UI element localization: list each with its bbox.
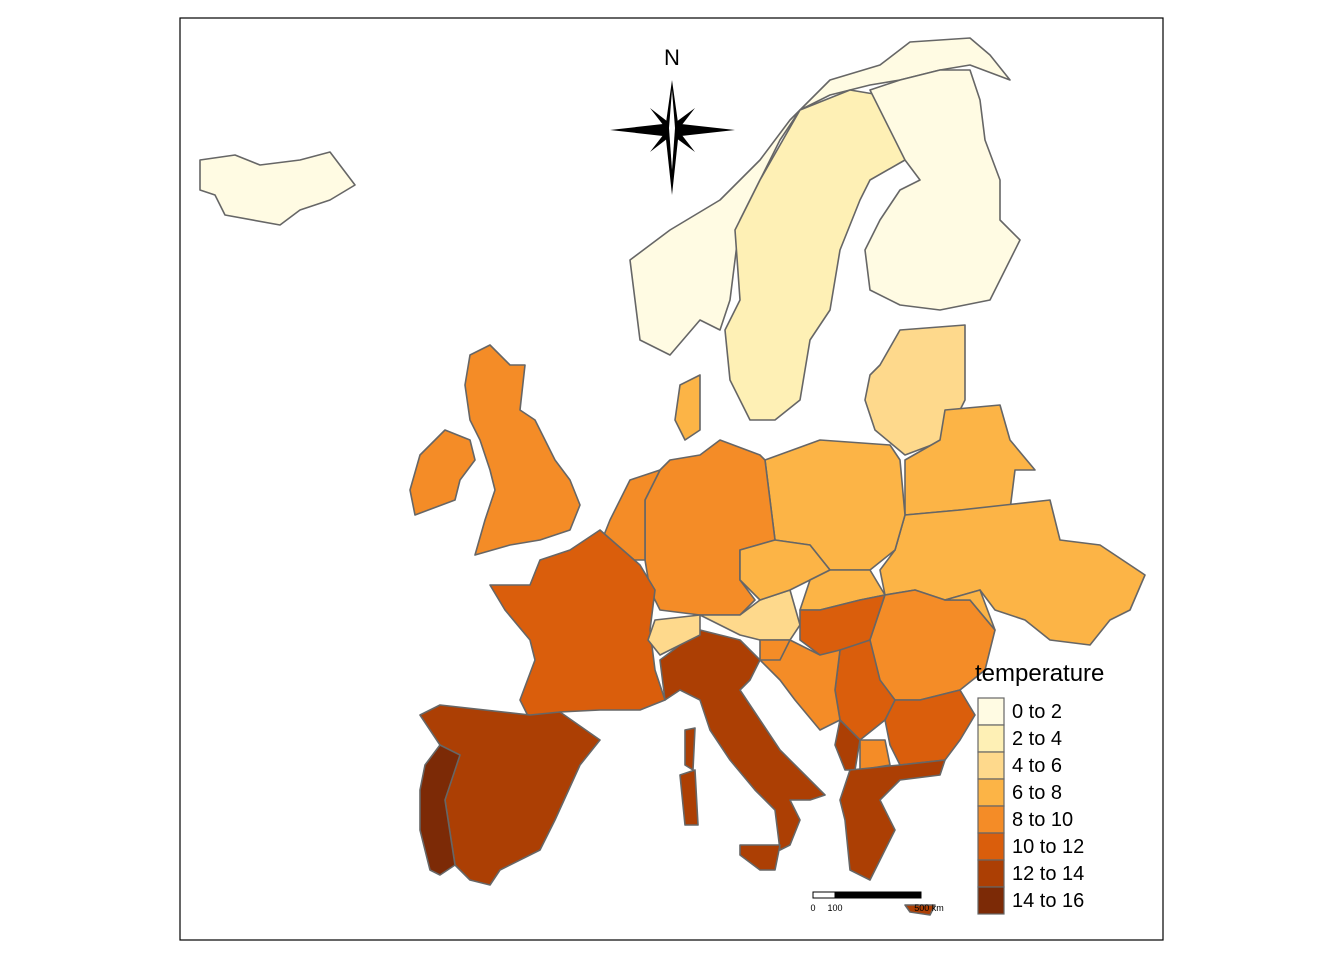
scale-segment xyxy=(812,891,836,899)
moldova xyxy=(944,589,996,631)
legend-label: 0 to 2 xyxy=(1012,701,1062,723)
scale-bar: 0 100 500 km xyxy=(810,891,944,913)
legend-swatch xyxy=(977,886,1005,915)
sardinia xyxy=(679,769,699,826)
legend-swatch xyxy=(977,832,1005,861)
legend-title: temperature xyxy=(975,660,1104,687)
compass: N xyxy=(610,45,735,195)
bulgaria xyxy=(884,689,976,766)
legend-swatch xyxy=(977,778,1005,807)
greece xyxy=(839,759,946,881)
ireland xyxy=(409,429,476,516)
north-macedonia xyxy=(859,739,891,771)
croatia-bosnia xyxy=(759,639,841,731)
legend-label: 6 to 8 xyxy=(1012,782,1062,804)
scale-segment xyxy=(834,891,922,899)
legend-swatch xyxy=(977,805,1005,834)
legend-label: 14 to 16 xyxy=(1012,890,1084,912)
legend-swatch xyxy=(977,697,1005,726)
legend-swatch xyxy=(977,724,1005,753)
baltics xyxy=(864,324,966,456)
legend-label: 12 to 14 xyxy=(1012,863,1084,885)
scale-label: 500 km xyxy=(914,903,944,913)
legend-label: 10 to 12 xyxy=(1012,836,1084,858)
portugal xyxy=(419,744,461,876)
scale-label: 100 xyxy=(827,903,842,913)
legend-label: 4 to 6 xyxy=(1012,755,1062,777)
slovenia xyxy=(759,639,791,661)
legend-label: 2 to 4 xyxy=(1012,728,1062,750)
sicily xyxy=(739,844,781,871)
denmark xyxy=(674,374,701,441)
iceland xyxy=(199,151,356,226)
legend-label: 8 to 10 xyxy=(1012,809,1073,831)
countries xyxy=(199,37,1146,916)
corsica xyxy=(684,727,696,771)
legend: temperature 0 to 2 2 to 4 4 to 6 6 to 8 8 to… xyxy=(975,660,1104,915)
united-kingdom xyxy=(464,344,581,556)
crete xyxy=(904,904,936,916)
finland xyxy=(864,69,1021,311)
legend-swatch xyxy=(977,859,1005,888)
legend-swatch xyxy=(977,751,1005,780)
scale-label: 0 xyxy=(810,903,815,913)
italy xyxy=(659,629,826,851)
compass-inner xyxy=(669,90,675,170)
compass-label: N xyxy=(664,45,680,70)
